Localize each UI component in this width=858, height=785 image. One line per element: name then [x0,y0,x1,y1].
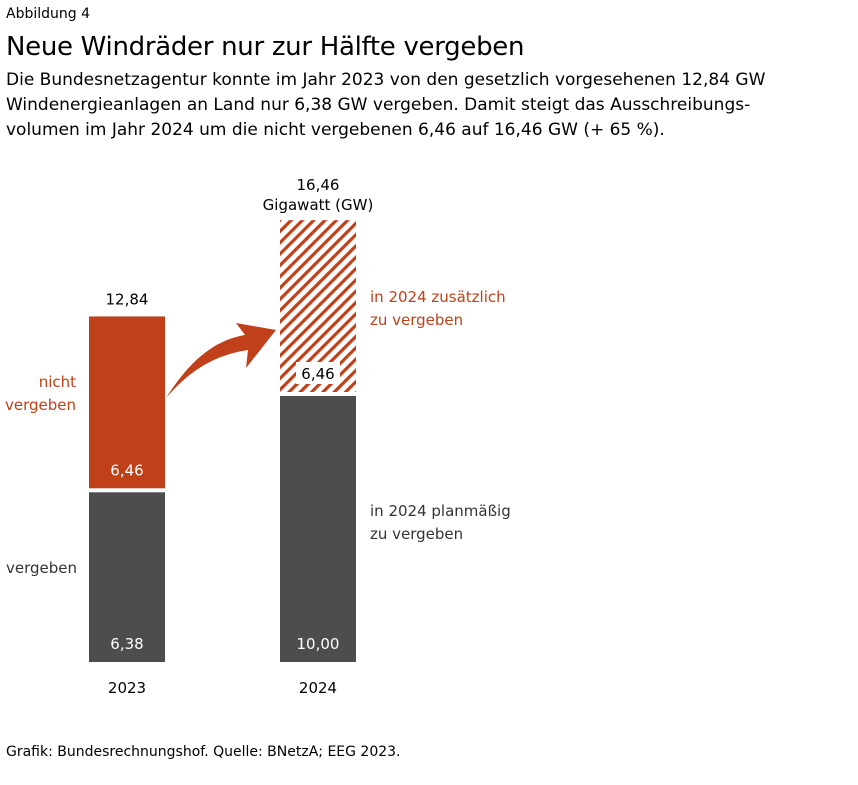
data-label: 10,00 [297,635,340,653]
subtitle-line: volumen im Jahr 2024 um die nicht vergeb… [6,120,665,140]
annotation-planmaessig: in 2024 planmäßig [370,502,511,520]
figure-label: Abbildung 4 [6,6,91,22]
annotation-nicht-vergeben: nicht [39,373,76,391]
annotation-planmaessig: zu vergeben [370,525,463,543]
source-note: Grafik: Bundesrechnungshof. Quelle: BNet… [6,744,401,760]
annotation-vergeben: vergeben [6,559,77,577]
chart-title: Neue Windräder nur zur Hälfte vergeben [6,32,525,62]
annotation-nicht-vergeben: vergeben [5,396,76,414]
total-label: 16,46 [297,176,340,194]
unit-label: Gigawatt (GW) [263,196,374,214]
x-tick-label: 2024 [299,679,337,697]
data-label: 6,38 [110,635,143,653]
total-label: 12,84 [106,290,149,308]
subtitle-line: Die Bundesnetzagentur konnte im Jahr 202… [6,70,766,90]
x-tick-label: 2023 [108,679,146,697]
chart-subtitle: Die Bundesnetzagentur konnte im Jahr 202… [6,68,856,143]
bar-nicht-vergeben-2023 [89,316,165,489]
bar-vergeben-2024 [280,396,356,662]
data-label: 6,46 [110,461,143,479]
subtitle-line: Windenergieanlagen an Land nur 6,38 GW v… [6,95,751,115]
data-label: 6,46 [301,365,334,383]
bar-vergeben-2023 [89,492,165,662]
arrow-icon [166,323,276,398]
data-label-background [296,362,340,384]
annotation-zusaetzlich: zu vergeben [370,311,463,329]
annotation-zusaetzlich: in 2024 zusätzlich [370,288,506,306]
